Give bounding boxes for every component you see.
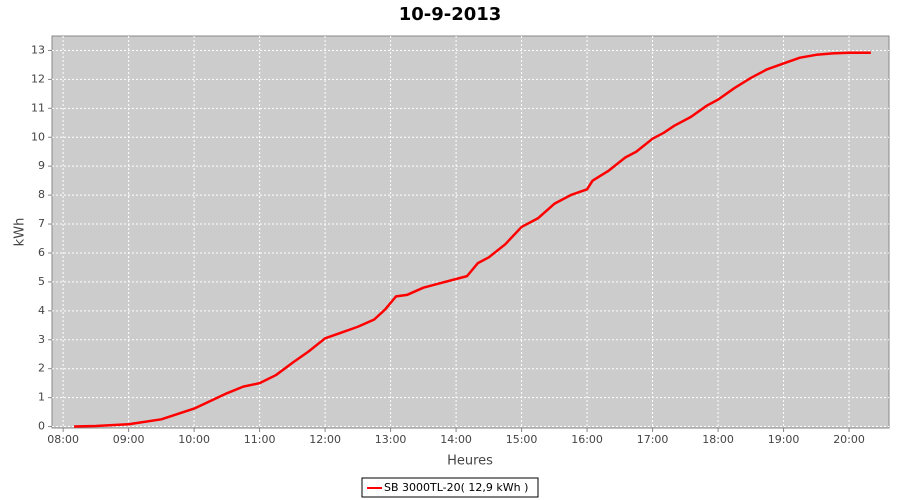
y-tick-label: 12: [31, 72, 45, 85]
x-tick-label: 13:00: [375, 433, 407, 446]
series-line: [74, 51, 871, 428]
legend: [361, 477, 539, 498]
x-tick-label: 18:00: [702, 433, 734, 446]
y-tick-label: 2: [38, 362, 45, 375]
x-tick-label: 12:00: [309, 433, 341, 446]
y-tick-label: 0: [38, 420, 45, 433]
y-tick-label: 6: [38, 246, 45, 259]
chart-title: 10-9-2013: [399, 4, 502, 25]
x-tick-label: 17:00: [637, 433, 669, 446]
legend-label: SB 3000TL-20( 12,9 kWh ): [384, 481, 528, 494]
x-tick-label: 16:00: [571, 433, 603, 446]
y-tick-label: 9: [38, 159, 45, 172]
y-tick-label: 3: [38, 333, 45, 346]
x-axis-label: Heures: [447, 454, 493, 469]
x-tick-label: 10:00: [178, 433, 210, 446]
x-tick-label: 09:00: [113, 433, 145, 446]
y-tick-label: 1: [38, 391, 45, 404]
y-tick-label: 7: [38, 217, 45, 230]
x-tick-label: 11:00: [244, 433, 276, 446]
y-tick-label: 5: [38, 275, 45, 288]
x-tick-label: 14:00: [440, 433, 472, 446]
y-axis-label: kWh: [13, 218, 28, 247]
y-tick-label: 11: [31, 101, 45, 114]
x-tick-label: 19:00: [768, 433, 800, 446]
y-tick-label: 10: [31, 130, 45, 143]
x-tick-label: 20:00: [833, 433, 865, 446]
x-tick-label: 15:00: [506, 433, 538, 446]
y-tick-label: 13: [31, 43, 45, 56]
x-tick-label: 08:00: [47, 433, 79, 446]
y-tick-label: 4: [38, 304, 45, 317]
plot-area: [51, 35, 890, 429]
y-tick-label: 8: [38, 188, 45, 201]
